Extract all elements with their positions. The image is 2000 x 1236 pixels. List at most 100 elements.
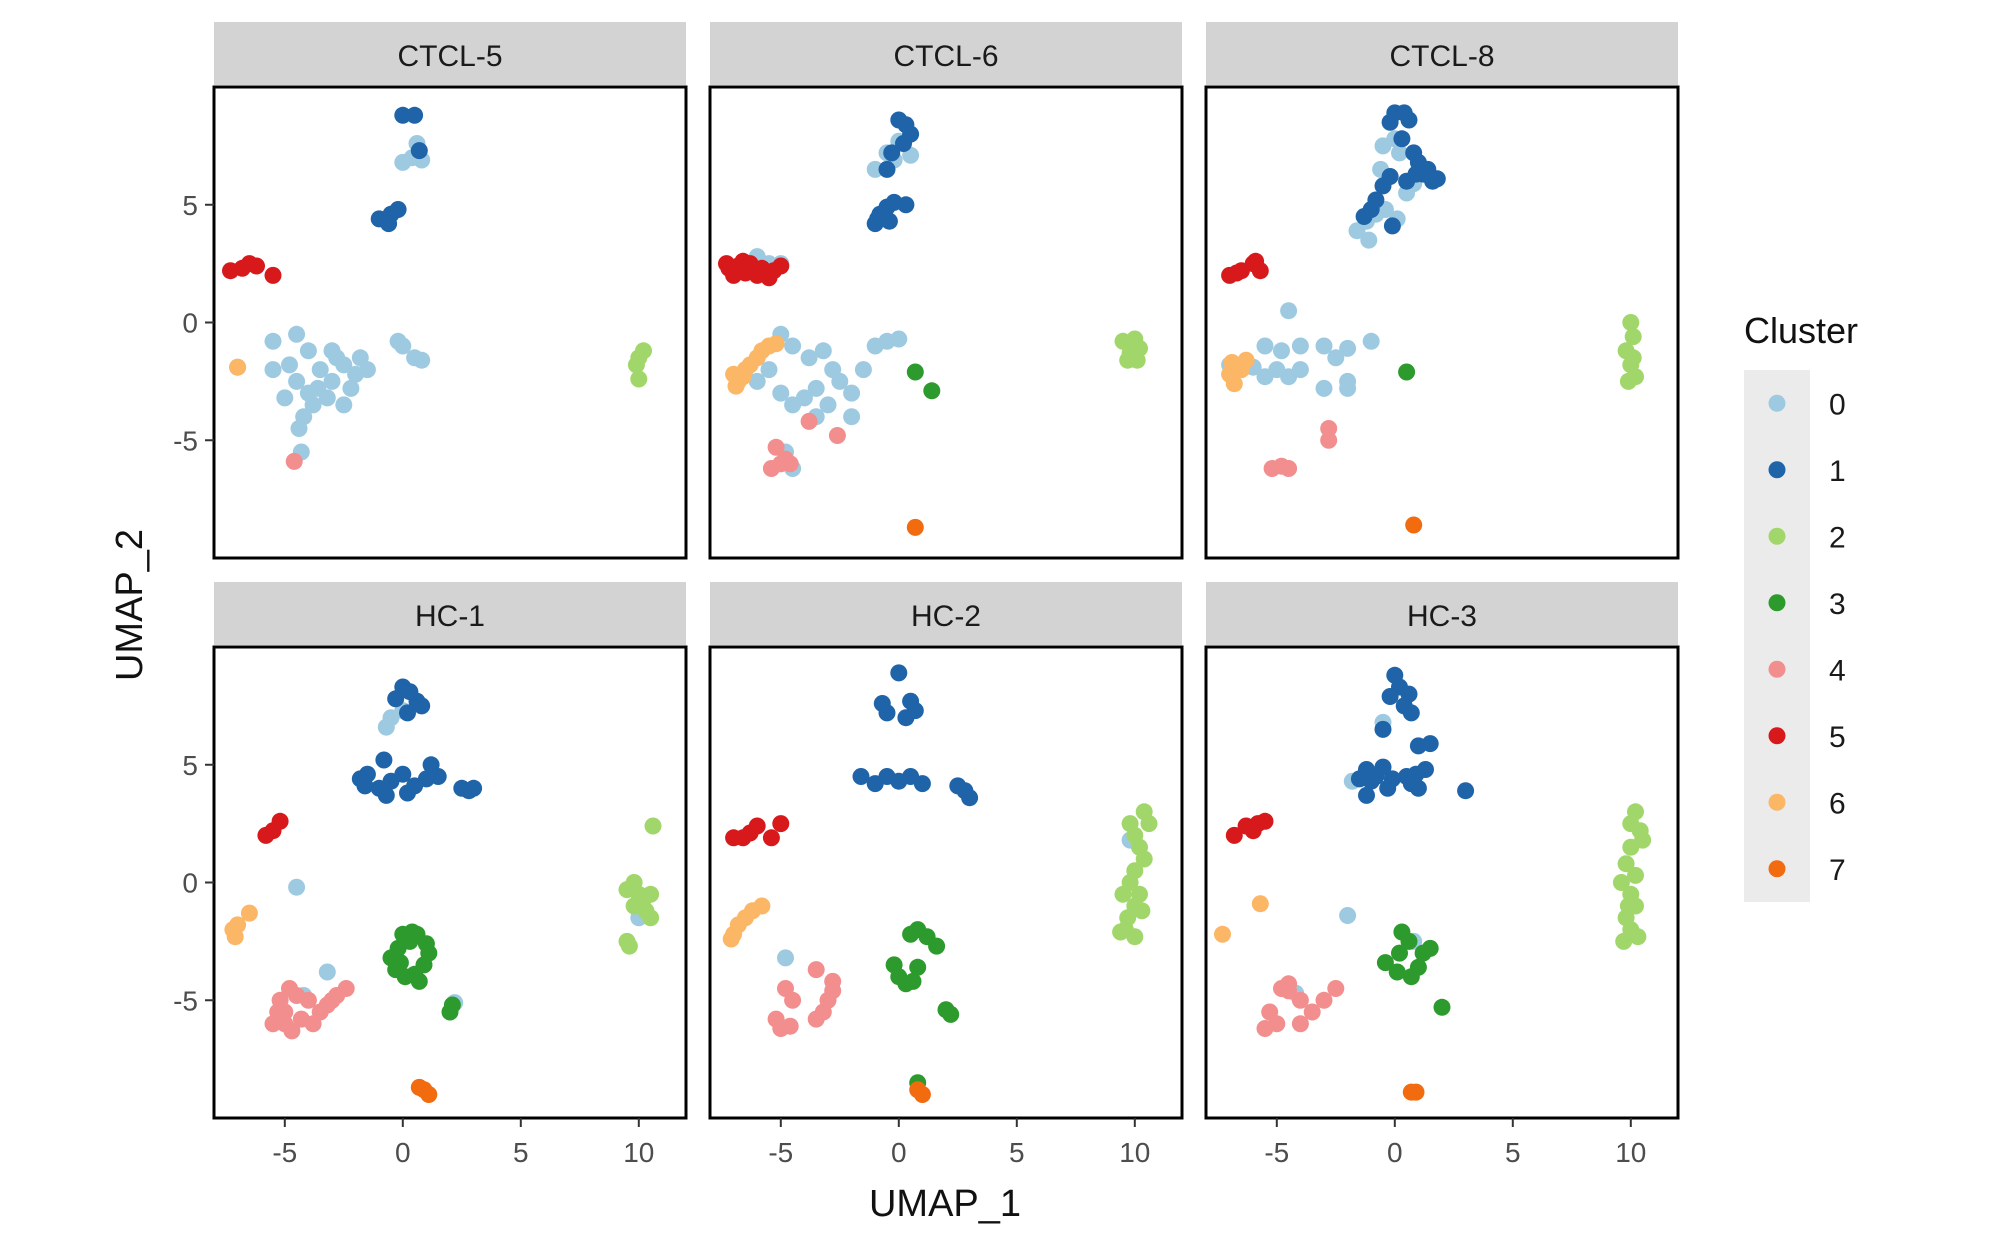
data-point-cluster-4 [283,1022,301,1040]
data-point-cluster-6 [1225,375,1243,393]
data-point-cluster-5 [1225,826,1243,844]
data-point-cluster-0 [1315,337,1333,355]
data-point-cluster-0 [1291,337,1309,355]
data-point-cluster-7 [1405,516,1423,534]
data-point-cluster-4 [800,412,818,430]
data-point-cluster-2 [1114,885,1132,903]
data-point-cluster-0 [843,408,861,426]
data-point-cluster-7 [1407,1083,1425,1101]
data-point-cluster-4 [1327,980,1345,997]
legend-swatch [1768,394,1786,412]
legend-swatch [1768,793,1786,811]
legend-title: Cluster [1744,310,1858,351]
data-point-cluster-0 [784,337,802,355]
data-point-cluster-3 [443,996,461,1014]
data-point-cluster-7 [913,1086,931,1103]
data-point-cluster-2 [1619,897,1637,915]
data-point-cluster-1 [890,664,908,682]
data-points [718,111,1148,536]
data-point-cluster-0 [866,160,884,178]
data-point-cluster-6 [1214,925,1231,943]
data-point-cluster-0 [335,396,353,414]
facet-panel: HC-2 -5 0 5 10 [708,582,1184,1168]
data-point-cluster-7 [420,1086,438,1103]
data-point-cluster-0 [777,949,794,967]
data-point-cluster-1 [1374,177,1392,195]
facet-strip-label: CTCL-6 [893,40,998,73]
facet-panel: HC-1 -5 0 5 -5 0 5 10 [173,582,688,1168]
x-tick-label: 0 [891,1137,907,1168]
data-point-cluster-6 [226,928,244,946]
panel-border [1204,645,1680,1120]
data-point-cluster-0 [1280,368,1298,386]
data-point-cluster-5 [772,815,790,833]
data-point-cluster-1 [377,786,395,804]
legend-label: 5 [1829,721,1846,754]
data-point-cluster-0 [1280,302,1298,320]
x-tick-label: 5 [1505,1137,1521,1168]
data-point-cluster-2 [630,370,648,388]
data-point-cluster-3 [1391,944,1408,962]
legend-swatch [1768,727,1786,745]
facet-strip [1206,22,1678,85]
data-point-cluster-0 [890,330,908,348]
facet-strip-label: HC-2 [911,600,981,633]
data-point-cluster-2 [1634,831,1652,849]
legend-swatch [1768,527,1786,545]
data-point-cluster-2 [1629,928,1647,946]
data-point-cluster-1 [1428,170,1446,188]
y-tick-label: 5 [182,750,198,781]
data-point-cluster-0 [377,718,395,736]
facet-strip-label: HC-3 [1407,600,1477,633]
x-tick-label: 10 [1119,1137,1150,1168]
facet-strip-label: CTCL-5 [397,40,502,73]
data-point-cluster-5 [772,257,790,275]
data-point-cluster-5 [762,829,780,847]
data-point-cluster-4 [1320,431,1338,449]
data-point-cluster-1 [1400,111,1418,129]
y-axis-title: UMAP_2 [109,529,151,681]
data-point-cluster-6 [767,335,785,353]
data-point-cluster-1 [394,765,412,783]
data-point-cluster-3 [906,363,924,381]
data-point-cluster-4 [762,460,780,477]
data-point-cluster-2 [620,937,638,955]
data-point-cluster-0 [795,389,813,407]
data-point-cluster-1 [410,142,428,160]
legend-key-background [1744,370,1810,902]
data-point-cluster-4 [828,427,846,444]
x-tick-label: 5 [1009,1137,1025,1168]
data-point-cluster-3 [1398,363,1416,381]
data-point-cluster-0 [342,379,360,397]
data-points [722,664,1158,1103]
legend-label: 1 [1829,455,1846,488]
data-point-cluster-1 [1381,688,1399,705]
data-point-cluster-0 [760,361,778,379]
data-point-cluster-3 [410,972,428,990]
x-tick-label: 0 [395,1137,411,1168]
data-point-cluster-0 [819,396,837,414]
plot-area [214,87,686,558]
plot-area [214,647,686,1118]
plot-area [1206,647,1678,1118]
data-point-cluster-1 [1383,217,1401,235]
data-point-cluster-4 [285,452,303,470]
data-point-cluster-4 [1291,991,1309,1009]
data-point-cluster-3 [1388,963,1406,981]
data-point-cluster-3 [928,937,946,955]
data-point-cluster-2 [644,817,662,835]
data-point-cluster-1 [883,144,901,162]
data-point-cluster-1 [1383,770,1401,788]
data-point-cluster-6 [240,904,258,922]
data-point-cluster-3 [403,923,421,941]
x-tick-label: -5 [768,1137,793,1168]
data-point-cluster-0 [1339,907,1357,924]
data-point-cluster-2 [1112,923,1130,941]
data-point-cluster-1 [1409,779,1427,797]
data-point-cluster-4 [323,991,341,1009]
data-point-cluster-4 [1291,1015,1309,1033]
data-point-cluster-0 [288,372,306,390]
data-point-cluster-0 [304,396,322,414]
data-point-cluster-3 [1409,958,1427,976]
